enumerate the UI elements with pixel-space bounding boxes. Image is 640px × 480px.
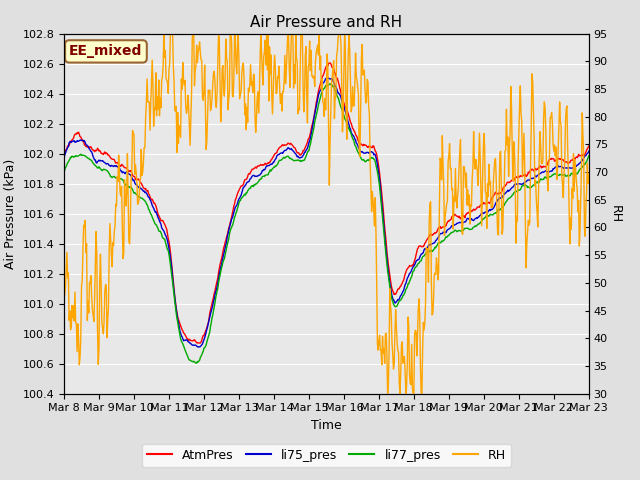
li77_pres: [319, 87, 326, 93]
RH: [176, 128, 184, 134]
li75_pres: [538, 169, 546, 175]
li77_pres: [193, 360, 200, 366]
li77_pres: [198, 350, 206, 356]
li77_pres: [371, 157, 378, 163]
li77_pres: [326, 81, 334, 87]
li75_pres: [195, 344, 202, 350]
Text: EE_mixed: EE_mixed: [69, 44, 143, 59]
AtmPres: [371, 146, 378, 152]
AtmPres: [198, 335, 206, 340]
X-axis label: Time: Time: [311, 419, 342, 432]
RH: [538, 161, 546, 167]
RH: [370, 208, 378, 214]
li77_pres: [422, 250, 430, 255]
RH: [60, 295, 68, 300]
AtmPres: [175, 319, 183, 324]
li75_pres: [422, 245, 430, 251]
Line: RH: RH: [64, 34, 589, 394]
RH: [319, 99, 326, 105]
AtmPres: [319, 73, 326, 79]
AtmPres: [326, 60, 334, 66]
li75_pres: [319, 81, 326, 86]
AtmPres: [60, 152, 68, 157]
li75_pres: [198, 341, 206, 347]
li77_pres: [60, 169, 68, 175]
AtmPres: [585, 144, 593, 149]
li77_pres: [175, 327, 183, 333]
AtmPres: [195, 340, 202, 346]
Title: Air Pressure and RH: Air Pressure and RH: [250, 15, 403, 30]
li75_pres: [324, 75, 332, 81]
li77_pres: [538, 177, 546, 183]
RH: [585, 171, 593, 177]
li75_pres: [585, 148, 593, 154]
Line: li75_pres: li75_pres: [64, 78, 589, 347]
li75_pres: [175, 324, 183, 329]
Y-axis label: Air Pressure (kPa): Air Pressure (kPa): [4, 158, 17, 269]
RH: [384, 391, 392, 396]
li77_pres: [585, 153, 593, 159]
RH: [160, 31, 168, 36]
RH: [198, 94, 206, 100]
RH: [422, 245, 430, 251]
Line: AtmPres: AtmPres: [64, 63, 589, 343]
Line: li77_pres: li77_pres: [64, 84, 589, 363]
li75_pres: [371, 151, 378, 157]
AtmPres: [538, 164, 546, 169]
li75_pres: [60, 156, 68, 161]
AtmPres: [422, 238, 430, 243]
Y-axis label: RH: RH: [609, 204, 621, 223]
Legend: AtmPres, li75_pres, li77_pres, RH: AtmPres, li75_pres, li77_pres, RH: [141, 444, 511, 467]
